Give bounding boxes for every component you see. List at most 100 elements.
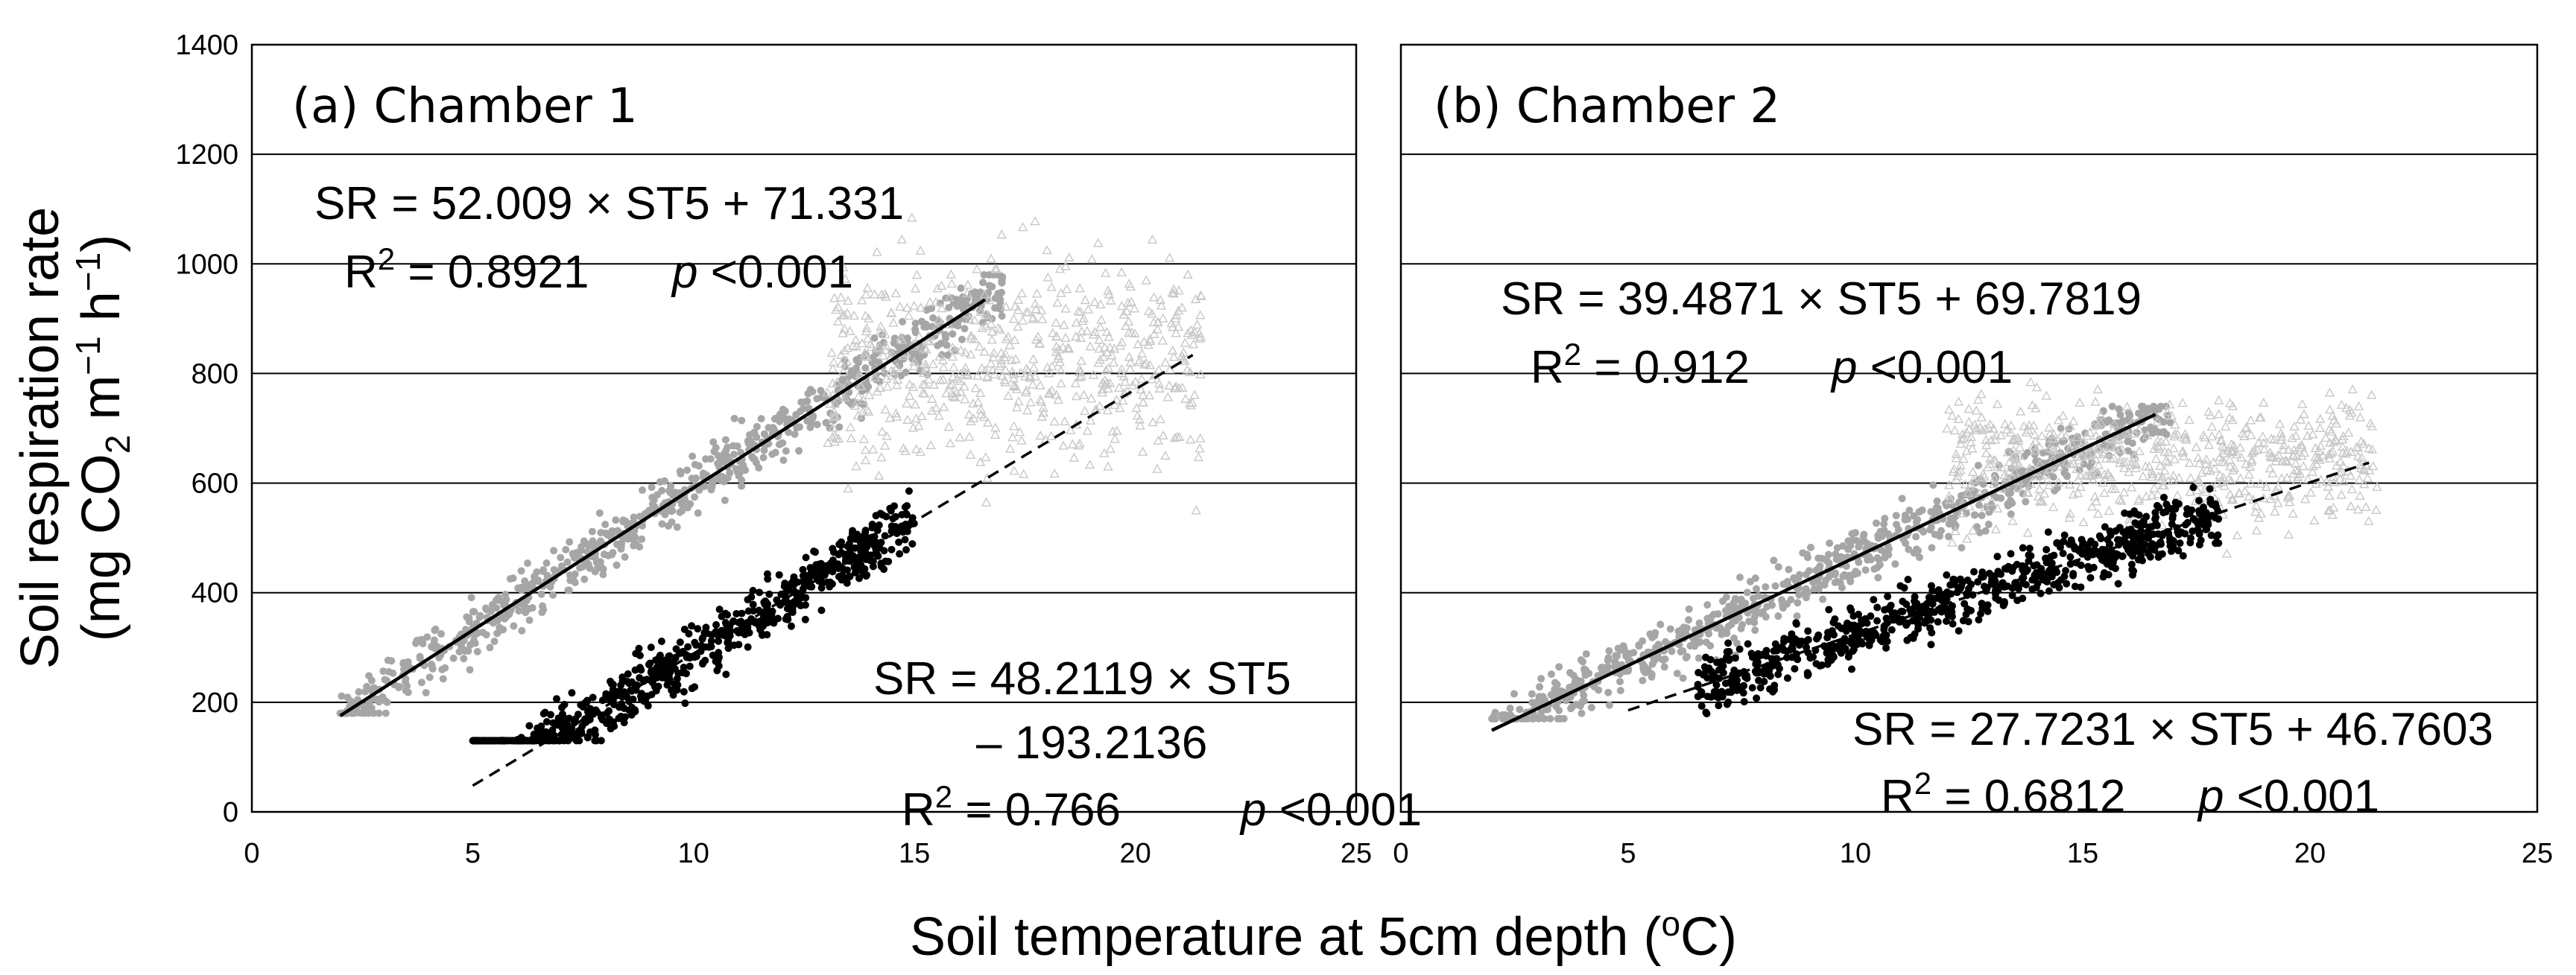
panel-a-series-2-point [862, 572, 870, 580]
panel-a-series-1-point [870, 334, 879, 342]
panel-a-series-1-point [601, 529, 610, 537]
panel-b-series-2-point [1719, 669, 1727, 677]
panel-a-series-2-point [788, 609, 797, 617]
panel-b-series-3-point [2227, 493, 2238, 503]
panel-a-series-1-point [505, 610, 513, 618]
panel-a-series-1-point [902, 368, 910, 376]
panel-a-series-3-point [1157, 335, 1168, 345]
panel-b-series-1-point [1855, 558, 1863, 566]
panel-a-series-3-point [861, 289, 871, 299]
panel-a-series-3-point [1059, 320, 1069, 329]
panel-a-series-3-point [823, 437, 833, 447]
panel-b-series-3-point [2007, 515, 2018, 525]
panel-a-series-3-point [1016, 288, 1028, 298]
panel-a-series-3-point [1189, 339, 1199, 349]
panel-a-series-1-point [796, 423, 804, 431]
panel-b-series-1-point [1820, 581, 1829, 589]
panel-b-series-2-point [2099, 573, 2107, 581]
panel-b-series-1-point [1535, 693, 1543, 701]
panel-a-series-3-point [863, 313, 874, 323]
panel-b-series-2-point [2069, 570, 2077, 578]
panel-a-series-3-point [939, 401, 949, 411]
panel-a-series-1-point [562, 545, 570, 553]
panel-b-series-3-point [2307, 466, 2318, 476]
panel-b-series-3-point [2353, 442, 2364, 452]
panel-b-series-3-point [1958, 454, 1969, 463]
panel-a-series-2-point [663, 681, 671, 689]
panel-a-series-2-point [680, 625, 689, 633]
panel-b-series-1-point [1738, 620, 1747, 629]
panel-b-series-3-point [2169, 431, 2180, 441]
panel-b-series-3-point [2085, 427, 2095, 436]
panel-a-series-3-point [979, 346, 990, 356]
panel-a-series-2-point [903, 527, 911, 536]
panel-a-series-2-point [629, 695, 637, 703]
panel-a-series-3-point [960, 347, 970, 357]
panel-a-series-1-point [525, 616, 534, 624]
panel-a-series-3-point [1110, 399, 1120, 409]
panel-b-series-3-point [2215, 434, 2226, 445]
panel-a-series-2-point [699, 660, 707, 668]
panel-a-y-tick-label: 800 [192, 358, 238, 390]
panel-b-series-2-point [1783, 674, 1791, 682]
panel-b-series-3-point [2347, 384, 2358, 394]
panel-a-series-1-point [636, 543, 644, 551]
panel-b-series-1-point [1695, 619, 1703, 627]
panel-b-series-3-point [2278, 444, 2288, 454]
panel-b-series-2-point [1715, 702, 1723, 710]
panel-a-series-1-point [943, 341, 951, 349]
panel-b-series-3-point [2022, 487, 2033, 497]
panel-b-series-1-point [1706, 642, 1715, 650]
panel-a-series-3-point [838, 328, 848, 337]
panel-a-series-1-point [387, 657, 396, 665]
panel-a-series-2-point [790, 573, 798, 581]
panel-a-series-3-point [1149, 328, 1159, 338]
panel-a-series-3-point [1076, 355, 1087, 365]
panel-a-series-1-point [460, 655, 468, 663]
panel-a-series-3-point [1170, 313, 1181, 323]
panel-a-series-1-point [463, 613, 471, 621]
panel-b-series-3-point [1955, 438, 1966, 448]
panel-b-series-3-point [2054, 477, 2064, 487]
panel-b-series-2-point [1697, 702, 1706, 710]
panel-b-series-1-point [2007, 497, 2015, 505]
panel-b-series-3-point [2131, 459, 2142, 469]
panel-a-series-2-point [674, 669, 683, 677]
panel-a-series-3-point [1028, 379, 1038, 389]
panel-a-series-2-point [810, 571, 818, 579]
panel-a-series-3-point [1080, 295, 1091, 305]
panel-a-series-2-point [876, 544, 884, 552]
panel-a-series-3-point [1014, 427, 1025, 436]
panel-b-series-3-point [2170, 419, 2180, 429]
panel-a-series-3-point [1182, 364, 1192, 374]
panel-a-series-2-point [663, 661, 671, 670]
panel-b-series-2-point [1870, 596, 1878, 604]
panel-b-series-3-point [2068, 416, 2079, 425]
panel-b-series-1-point [1677, 648, 1685, 656]
panel-b-series-3-point [2355, 490, 2365, 500]
panel-a-series-1-point [733, 442, 741, 451]
panel-b-series-3-point [2163, 447, 2174, 457]
panel-b-series-3-point [2213, 409, 2224, 419]
panel-a-series-3-point [1123, 297, 1133, 307]
panel-b-series-3-point [2138, 471, 2148, 480]
panel-b-series-2-point [1780, 635, 1788, 643]
panel-b-series-3-point [2328, 471, 2339, 481]
panel-a-series-1-point [478, 629, 487, 637]
panel-b-series-3-point [2217, 441, 2228, 451]
panel-b-series-2-point [1740, 698, 1748, 706]
panel-a-series-2-point [741, 630, 749, 638]
panel-a-series-3-point [1012, 402, 1022, 412]
panel-b-series-3-point [2105, 453, 2116, 463]
panel-a-series-3-point [996, 355, 1007, 364]
panel-b-series-3-point [2098, 477, 2108, 487]
panel-a-series-1-point [577, 543, 586, 551]
panel-b-series-3-point [2027, 400, 2038, 410]
panel-b-series-3-point [2035, 458, 2045, 468]
panel-a-series-1-point [792, 410, 800, 419]
panel-a-series-3-point [839, 310, 849, 320]
panel-b-series-2-point [1822, 644, 1830, 652]
panel-b-series-3-point [2293, 471, 2303, 481]
panel-a-series-1-point [765, 424, 773, 432]
panel-a-series-3-point [975, 387, 986, 398]
